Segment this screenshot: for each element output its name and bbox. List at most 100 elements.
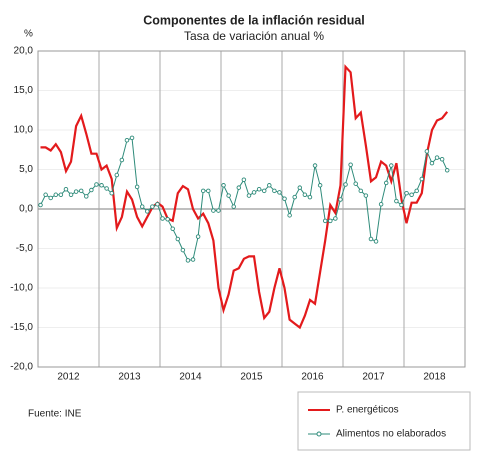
series-marker bbox=[272, 188, 277, 194]
y-tick-label: -20,0 bbox=[10, 362, 33, 373]
series-marker bbox=[236, 185, 242, 190]
series-marker bbox=[394, 198, 399, 204]
series-marker bbox=[287, 213, 292, 218]
series-marker bbox=[277, 190, 282, 195]
x-group-label: 2013 bbox=[118, 372, 141, 383]
series-marker bbox=[53, 192, 59, 198]
series-marker bbox=[175, 236, 181, 242]
series-marker bbox=[195, 234, 201, 239]
series-marker bbox=[429, 160, 435, 166]
series-marker bbox=[221, 183, 226, 188]
series-marker bbox=[328, 218, 333, 224]
series-marker bbox=[43, 192, 48, 198]
series-marker bbox=[160, 216, 165, 221]
series-marker bbox=[226, 193, 231, 198]
y-tick-label: -5,0 bbox=[16, 243, 34, 254]
series-marker bbox=[241, 177, 247, 183]
series-marker bbox=[231, 204, 236, 209]
y-tick-label: 15,0 bbox=[14, 85, 34, 96]
series-marker bbox=[200, 188, 206, 194]
series-marker bbox=[119, 157, 125, 163]
legend-marker bbox=[316, 431, 322, 437]
series-marker bbox=[302, 192, 308, 198]
series-marker bbox=[353, 181, 358, 186]
y-tick-label: 10,0 bbox=[14, 125, 34, 136]
series-marker bbox=[139, 204, 145, 209]
series-marker bbox=[155, 202, 160, 207]
legend-box bbox=[297, 391, 471, 451]
x-group-label: 2018 bbox=[423, 372, 446, 383]
series-marker bbox=[409, 192, 414, 198]
series-marker bbox=[419, 176, 425, 182]
series-marker bbox=[94, 182, 99, 187]
source: Fuente: INE bbox=[28, 409, 82, 420]
series-marker bbox=[439, 156, 445, 162]
series-marker bbox=[104, 186, 109, 191]
series-marker bbox=[150, 204, 155, 209]
series-line bbox=[40, 137, 448, 261]
series-marker bbox=[317, 183, 323, 188]
series-marker bbox=[124, 138, 130, 143]
series-marker bbox=[363, 193, 369, 198]
series-marker bbox=[348, 162, 353, 168]
legend-label: P. energéticos bbox=[336, 405, 399, 416]
series-marker bbox=[256, 186, 262, 192]
series-marker bbox=[414, 188, 419, 194]
series-marker bbox=[292, 194, 297, 200]
legend-label: Alimentos no elaborados bbox=[336, 429, 446, 440]
series-marker bbox=[261, 188, 267, 194]
series-marker bbox=[84, 194, 89, 199]
series-marker bbox=[312, 163, 318, 168]
series-marker bbox=[322, 218, 328, 224]
series-marker bbox=[99, 183, 104, 188]
series-marker bbox=[170, 226, 175, 231]
series-marker bbox=[434, 155, 440, 160]
series-marker bbox=[373, 239, 379, 244]
series-marker bbox=[78, 188, 84, 194]
y-tick-label: -15,0 bbox=[10, 322, 33, 333]
series-marker bbox=[444, 168, 450, 173]
x-group-label: 2012 bbox=[57, 372, 80, 383]
series-marker bbox=[282, 196, 287, 201]
series-marker bbox=[89, 187, 94, 193]
series-marker bbox=[307, 194, 313, 200]
series-marker bbox=[216, 208, 221, 213]
series-marker bbox=[389, 163, 394, 168]
y-tick-label: -10,0 bbox=[10, 283, 33, 294]
series-marker bbox=[129, 135, 135, 141]
series-marker bbox=[190, 257, 196, 262]
series-marker bbox=[378, 202, 384, 207]
series-marker bbox=[63, 186, 69, 192]
series-marker bbox=[246, 193, 252, 198]
series-marker bbox=[404, 190, 409, 196]
series-marker bbox=[38, 202, 43, 208]
series-marker bbox=[383, 180, 389, 186]
series-marker bbox=[58, 192, 64, 198]
series-marker bbox=[48, 195, 53, 201]
series-marker bbox=[109, 190, 114, 196]
series-marker bbox=[145, 209, 150, 214]
y-tick-label: 5,0 bbox=[19, 164, 33, 175]
x-group-label: 2015 bbox=[240, 372, 263, 383]
series-marker bbox=[424, 149, 430, 154]
series-marker bbox=[297, 185, 303, 190]
series-marker bbox=[399, 202, 404, 208]
y-tick-label: 0,0 bbox=[19, 204, 33, 215]
series-marker bbox=[114, 172, 120, 178]
series-marker bbox=[68, 192, 74, 198]
series-marker bbox=[333, 216, 338, 221]
series-marker bbox=[165, 217, 170, 222]
series-marker bbox=[343, 182, 348, 187]
x-group-label: 2017 bbox=[362, 372, 385, 383]
chart-subtitle: Tasa de variación anual % bbox=[184, 29, 324, 43]
series-marker bbox=[251, 190, 257, 195]
series-line bbox=[40, 64, 449, 330]
series-marker bbox=[180, 247, 186, 253]
y-tick-label: 20,0 bbox=[14, 46, 34, 57]
plot-border bbox=[37, 50, 466, 368]
y-unit: % bbox=[24, 29, 33, 40]
series-marker bbox=[185, 258, 191, 263]
series-marker bbox=[134, 184, 140, 190]
chart-title: Componentes de la inflación residual bbox=[143, 13, 365, 27]
